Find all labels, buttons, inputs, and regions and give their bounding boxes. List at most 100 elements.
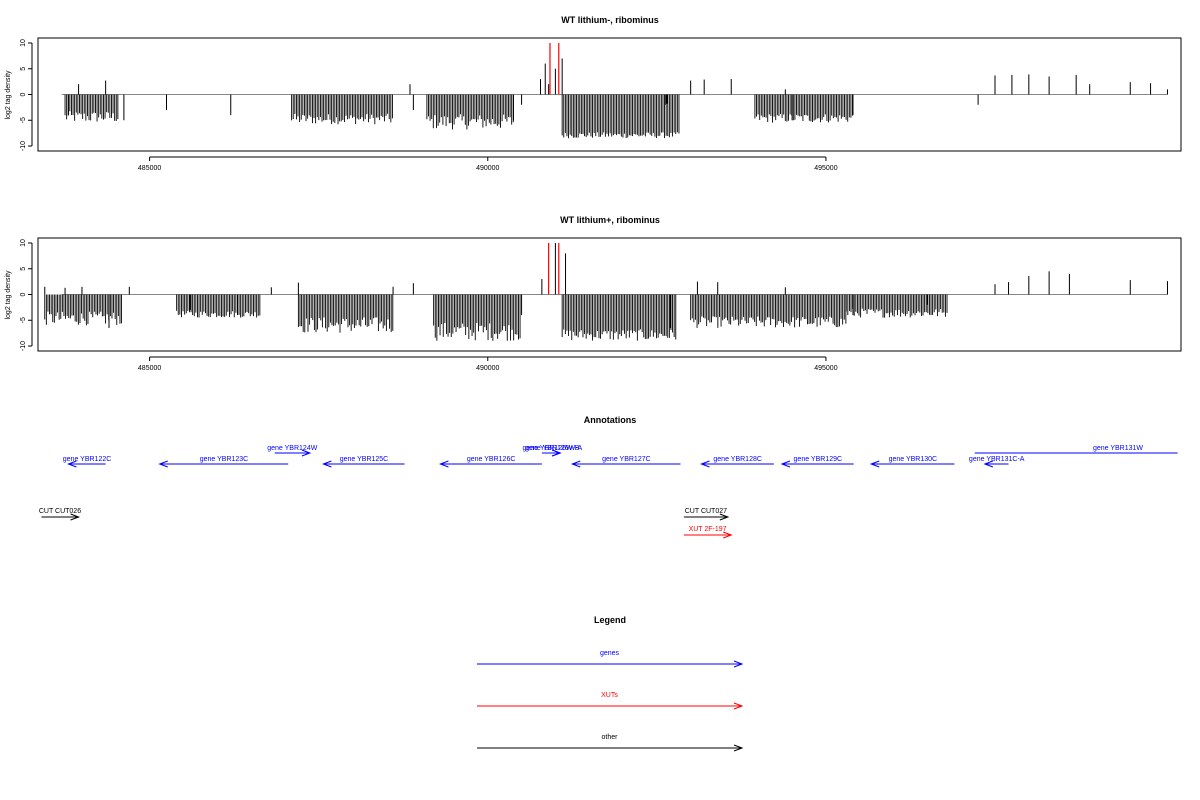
feature-arrow-head (158, 460, 168, 468)
feature-label: CUT CUT026 (39, 508, 81, 515)
feature-label: gene YBR126W-A (525, 445, 582, 452)
x-axis: 485000 490000 495000 (138, 356, 838, 372)
feature-xut: XUT 2F-197 (683, 526, 733, 539)
coverage-bars (61, 43, 1168, 139)
legend-item-label: other (602, 734, 619, 741)
legend-item-label: XUTs (601, 692, 618, 699)
y-tick-label: -10 (20, 141, 27, 151)
feature-other: CUT CUT026 (39, 508, 81, 521)
dense-bar-block (754, 94, 853, 123)
feature-label: gene YBR131W (1093, 445, 1143, 452)
x-tick-label: 485000 (138, 165, 161, 172)
x-tick-label: 490000 (476, 165, 499, 172)
coverage-bars (44, 243, 1168, 341)
x-tick-label: 485000 (138, 365, 161, 372)
y-tick-label: 10 (20, 39, 27, 47)
y-tick-label: 5 (20, 67, 27, 71)
feature-other: CUT CUT027 (683, 508, 730, 521)
feature-arrow-head (301, 449, 312, 457)
feature-list: gene YBR122C gene YBR123C gene YBR124W gene… (39, 445, 1178, 539)
feature-arrow-head (723, 531, 733, 539)
feature-label: gene YBR130C (889, 456, 938, 463)
y-axis-label: log2 tag density (5, 270, 12, 320)
dense-bar-block (690, 294, 847, 328)
x-tick-label: 490000 (476, 365, 499, 372)
feature-label: CUT CUT027 (685, 508, 727, 515)
annotations-track: Annotations gene YBR122C gene YBR123Cgene… (39, 415, 1178, 539)
feature-gene: gene YBR126C (438, 456, 542, 468)
y-tick-label: -10 (20, 341, 27, 351)
feature-label: gene YBR123C (200, 456, 249, 463)
feature-arrow-head (700, 460, 710, 468)
y-tick-label: 10 (20, 239, 27, 247)
x-tick-label: 495000 (814, 365, 837, 372)
feature-arrow-head (570, 460, 581, 468)
feature-label: gene YBR126W-B (523, 445, 580, 452)
feature-gene: gene YBR125C (321, 456, 405, 468)
feature-arrow-head (70, 513, 81, 521)
plot-frame (37, 237, 1182, 352)
feature-label: gene YBR126C (467, 456, 516, 463)
feature-gene: gene YBR128C (700, 456, 774, 468)
y-tick-label: 5 (20, 267, 27, 271)
x-tick-label: 495000 (814, 165, 837, 172)
annotations-title: Annotations (584, 415, 637, 425)
feature-gene: gene YBR131W (974, 445, 1178, 454)
feature-arrow-head (983, 460, 994, 468)
plot-frame (37, 37, 1182, 152)
dense-bar-block (297, 294, 394, 333)
legend-arrow-head (733, 660, 744, 668)
dense-bar-block (561, 94, 680, 139)
dense-bar-block (176, 294, 261, 318)
feature-gene: gene YBR122C (63, 456, 112, 468)
legend-arrow-head (733, 744, 744, 752)
feature-label: gene YBR131C-A (969, 456, 1025, 463)
legend-arrow-head (733, 702, 744, 710)
dense-bar-block (845, 294, 948, 318)
x-axis: 485000 490000 495000 (138, 156, 838, 172)
feature-gene: gene YBR123C (158, 456, 289, 468)
dense-bar-block (561, 294, 677, 341)
dense-bar-block (433, 294, 521, 341)
feature-arrow-head (438, 460, 449, 468)
legend-item-label: genes (600, 650, 620, 657)
dense-bar-block (44, 294, 123, 326)
y-axis: 10 5 0 -5 -10 (20, 239, 33, 351)
y-tick-label: 0 (20, 92, 27, 96)
dense-bar-block (291, 94, 393, 125)
feature-gene: gene YBR129C (780, 456, 854, 468)
y-tick-label: 0 (20, 292, 27, 296)
feature-arrow-head (869, 460, 880, 468)
legend-title: Legend (594, 615, 626, 625)
feature-label: XUT 2F-197 (689, 526, 727, 533)
feature-label: gene YBR128C (713, 456, 762, 463)
y-axis: 10 5 0 -5 -10 (20, 39, 33, 151)
feature-arrow-head (67, 460, 77, 468)
feature-gene: gene YBR126W-A (525, 445, 583, 457)
feature-arrow-head (551, 449, 562, 457)
feature-gene: gene YBR124W (267, 445, 318, 457)
feature-arrow-head (321, 460, 332, 468)
feature-gene: gene YBR131C-A (969, 456, 1025, 468)
legend-item: other (477, 734, 744, 752)
legend-item: XUTs (477, 692, 744, 710)
feature-arrow-head (719, 513, 730, 521)
y-axis-label: log2 tag density (5, 70, 12, 120)
feature-arrow-head (780, 460, 791, 468)
feature-gene: gene YBR127C (570, 456, 681, 468)
dense-bar-block (64, 94, 119, 122)
feature-label: gene YBR124W (267, 445, 317, 452)
legend-items: genes XUTs other (477, 650, 744, 752)
feature-label: gene YBR129C (794, 456, 843, 463)
dense-bar-block (426, 94, 514, 130)
y-tick-label: -5 (20, 117, 27, 123)
legend: Legend genes XUTs other (477, 615, 744, 752)
panel-title: WT lithium+, ribominus (560, 215, 660, 225)
feature-label: gene YBR122C (63, 456, 112, 463)
feature-gene: gene YBR130C (869, 456, 955, 468)
panel-title: WT lithium-, ribominus (561, 15, 659, 25)
y-tick-label: -5 (20, 317, 27, 323)
